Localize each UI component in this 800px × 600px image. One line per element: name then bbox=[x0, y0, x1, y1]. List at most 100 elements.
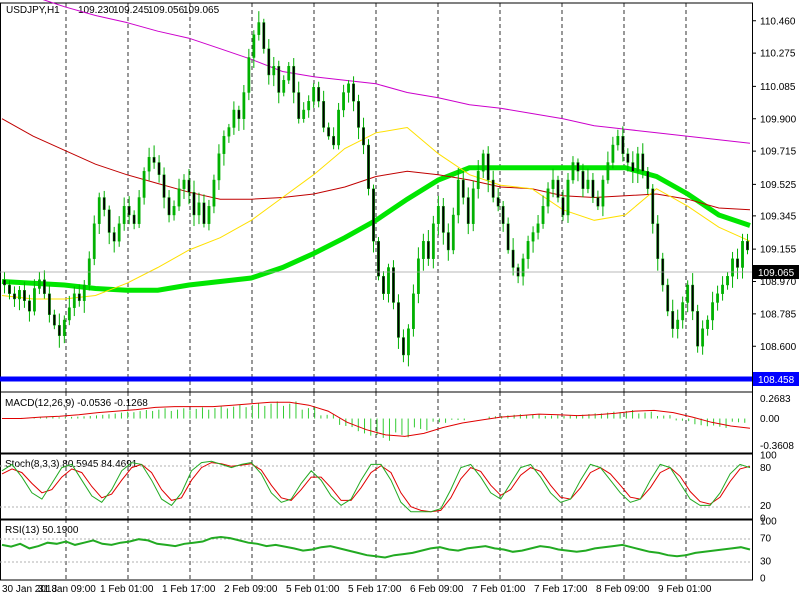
price-tick-label: 110.460 bbox=[760, 16, 796, 27]
ohlc-low: 109.056 bbox=[148, 5, 185, 16]
candle-body bbox=[18, 290, 21, 300]
candle-body bbox=[137, 197, 141, 224]
candle-body bbox=[461, 179, 465, 198]
macd-signal-line bbox=[2, 401, 751, 437]
candle-body bbox=[441, 206, 445, 233]
price-tick-label: 108.970 bbox=[760, 277, 797, 288]
candle-body bbox=[436, 206, 440, 224]
candle-body bbox=[726, 276, 729, 286]
candle-body bbox=[706, 319, 710, 329]
candle-body bbox=[257, 22, 261, 35]
date-tick-label: 9 Feb 01:00 bbox=[658, 584, 712, 595]
candle-body bbox=[232, 109, 236, 128]
candle-body bbox=[416, 258, 420, 294]
candle-body bbox=[526, 241, 530, 259]
candle-body bbox=[541, 206, 545, 224]
moving-average-line bbox=[1, 165, 751, 293]
candle-body bbox=[656, 223, 660, 259]
pane-frame-3 bbox=[0, 518, 753, 581]
candle-body bbox=[621, 136, 625, 154]
candle-body bbox=[631, 162, 635, 172]
candle-body bbox=[721, 284, 724, 294]
candle-body bbox=[13, 293, 16, 300]
candle-body bbox=[142, 171, 146, 198]
macd-pane[interactable]: MACD(12,26,9) -0.0536 -0.1268 bbox=[2, 398, 751, 441]
date-tick-label: 1 Feb 17:00 bbox=[162, 584, 216, 595]
candle-body bbox=[646, 171, 650, 189]
candle-body bbox=[147, 157, 151, 172]
stochastic-signal-line bbox=[1, 462, 751, 513]
stochastic-pane[interactable]: Stoch(8,3,3) 80.5945 84.4691 bbox=[0, 459, 752, 513]
candle-body bbox=[511, 249, 515, 268]
candle-body bbox=[451, 214, 455, 251]
candle-body bbox=[426, 241, 430, 259]
candle-body bbox=[486, 153, 490, 181]
candle-body bbox=[581, 171, 585, 189]
candle-body bbox=[332, 136, 336, 146]
date-tick-label: 5 Feb 17:00 bbox=[348, 584, 402, 595]
macd-label: MACD(12,26,9) -0.0536 -0.1268 bbox=[5, 398, 148, 409]
price-tick-label: 109.715 bbox=[760, 147, 797, 158]
candle-body bbox=[407, 328, 410, 356]
candle-body bbox=[252, 34, 256, 58]
candle-body bbox=[117, 223, 121, 242]
stochastic-tick-label: 20 bbox=[760, 501, 772, 512]
candle-body bbox=[681, 302, 685, 321]
price-tick-label: 108.600 bbox=[760, 342, 797, 353]
candle-body bbox=[167, 197, 171, 216]
candle-body bbox=[292, 66, 296, 93]
candle-body bbox=[571, 162, 575, 181]
candle-body bbox=[591, 179, 595, 198]
candle-body bbox=[327, 127, 331, 137]
candle-body bbox=[347, 83, 350, 93]
candle-body bbox=[107, 209, 111, 233]
stochastic-tick-label: 80 bbox=[760, 463, 772, 474]
stochastic-tick-label: 100 bbox=[760, 451, 777, 462]
candle-body bbox=[182, 179, 186, 189]
rsi-pane[interactable]: RSI(13) 50.1900 bbox=[0, 525, 752, 563]
macd-tick-label: 0.2683 bbox=[760, 394, 791, 405]
candle-body bbox=[636, 153, 640, 172]
candle-body bbox=[551, 179, 555, 189]
candle-body bbox=[556, 179, 560, 198]
candle-body bbox=[456, 179, 460, 216]
price-tick-label: 110.275 bbox=[760, 49, 796, 60]
candle-body bbox=[302, 109, 306, 119]
candle-body bbox=[397, 302, 400, 338]
candle-body bbox=[102, 197, 106, 210]
candle-body bbox=[387, 267, 390, 294]
candle-body bbox=[611, 144, 615, 163]
macd-tick-label: 0.00 bbox=[760, 414, 780, 425]
stochastic-main-line bbox=[1, 460, 751, 513]
candle-body bbox=[28, 300, 31, 312]
rsi-tick-label: 70 bbox=[760, 534, 772, 545]
candle-body bbox=[247, 57, 251, 93]
candle-body bbox=[641, 153, 645, 172]
candle-body bbox=[377, 241, 380, 277]
candle-body bbox=[192, 192, 196, 216]
moving-average-line bbox=[1, 126, 751, 300]
candle-body bbox=[112, 232, 116, 242]
price-tick-label: 108.785 bbox=[760, 309, 797, 320]
rsi-label: RSI(13) 50.1900 bbox=[5, 525, 79, 536]
price-pane[interactable]: USDJPY,H1 109.230 109.245 109.056 109.06… bbox=[0, 0, 752, 382]
moving-averages bbox=[1, 0, 751, 300]
ohlc-close: 109.065 bbox=[183, 5, 220, 16]
candle-body bbox=[157, 162, 161, 175]
candle-body bbox=[177, 188, 181, 207]
candle-body bbox=[317, 87, 321, 102]
candle-body bbox=[237, 109, 241, 119]
candle-body bbox=[357, 101, 360, 128]
candle-body bbox=[67, 307, 71, 321]
candle-body bbox=[352, 83, 355, 102]
candle-body bbox=[446, 232, 450, 251]
candle-body bbox=[72, 293, 76, 308]
candle-body bbox=[711, 302, 715, 321]
candle-body bbox=[741, 241, 744, 268]
vertical-gridlines bbox=[65, 3, 687, 580]
date-tick-label: 30 Jan 2018 bbox=[2, 584, 57, 595]
candle-body bbox=[227, 127, 231, 137]
macd-axis: 0.2683 0.00 -0.3608 bbox=[760, 394, 794, 452]
candle-body bbox=[187, 179, 191, 193]
